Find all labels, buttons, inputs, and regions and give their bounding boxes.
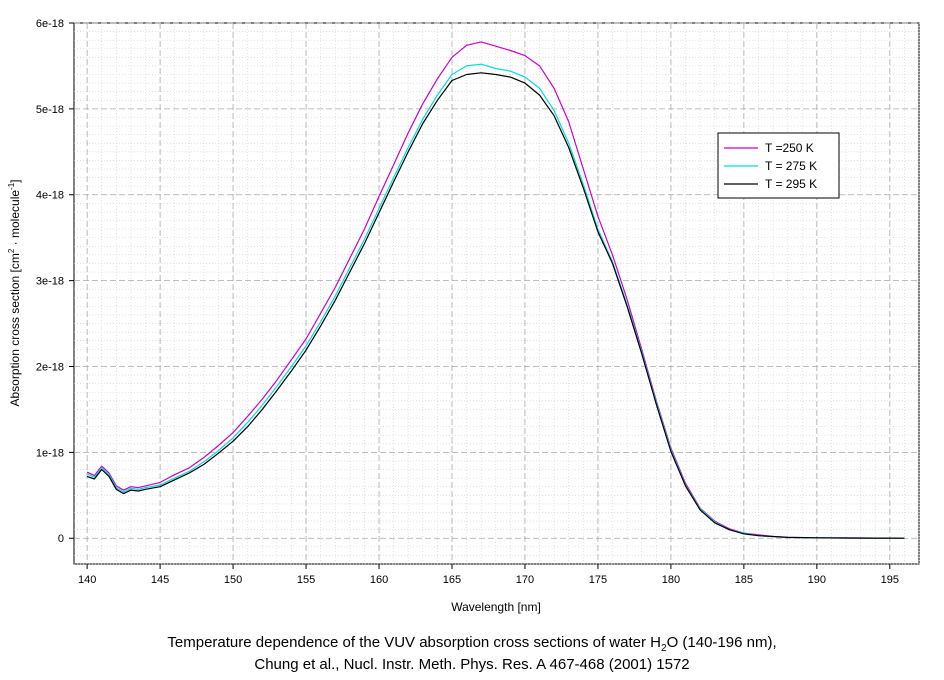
y-tick-label: 4e-18 (36, 190, 64, 202)
x-tick-label: 190 (808, 574, 826, 586)
x-axis-title: Wavelength [nm] (451, 600, 541, 614)
legend-label-250k: T =250 K (765, 141, 814, 155)
plot-area (73, 22, 920, 565)
series-line-3 (86, 72, 905, 539)
caption-line-1-post: O (140-196 nm), (666, 634, 777, 651)
x-tick-label: 140 (78, 574, 96, 586)
legend-label-275k: T = 275 K (765, 159, 817, 173)
caption-line-2: Chung et al., Nucl. Instr. Meth. Phys. R… (254, 656, 690, 673)
x-tick-label: 170 (516, 574, 534, 586)
x-tick-label: 160 (370, 574, 388, 586)
y-tick-label: 0 (58, 533, 64, 545)
legend: T =250 K T = 275 K T = 295 K (717, 132, 840, 199)
caption-line-1-pre: Temperature dependence of the VUV absorp… (167, 634, 661, 651)
series-line-2 (86, 63, 905, 539)
y-axis-title-part-3: ] (8, 179, 22, 182)
axes: 140 145 150 155 160 165 170 175 180 185 190 195 0 1e-… (36, 18, 899, 586)
series-layer (86, 41, 905, 539)
x-tick-label: 195 (881, 574, 899, 586)
x-tick-label: 165 (443, 574, 461, 586)
caption-line-1-sub: 2 (661, 643, 667, 654)
y-tick-label: 2e-18 (36, 361, 64, 373)
y-axis-title-part-2: · molecule (8, 190, 22, 249)
y-axis-title-sup-1: 2 (7, 248, 16, 253)
x-tick-label: 150 (224, 574, 242, 586)
x-tick-label: 180 (662, 574, 680, 586)
y-axis-title-sup-2: -1 (7, 182, 16, 190)
y-axis-title: Absorption cross section [cm2 · molecule… (7, 179, 22, 406)
y-tick-label: 6e-18 (36, 18, 64, 30)
x-tick-label: 145 (151, 574, 169, 586)
x-tick-label: 155 (297, 574, 315, 586)
legend-label-295k: T = 295 K (765, 177, 817, 191)
x-tick-label: 185 (735, 574, 753, 586)
y-axis-title-part-1: Absorption cross section [cm (8, 253, 22, 406)
y-tick-label: 5e-18 (36, 104, 64, 116)
x-tick-label: 175 (589, 574, 607, 586)
y-tick-label: 1e-18 (36, 447, 64, 459)
caption-line-1: Temperature dependence of the VUV absorp… (0, 634, 944, 654)
y-tick-label: 3e-18 (36, 276, 64, 288)
